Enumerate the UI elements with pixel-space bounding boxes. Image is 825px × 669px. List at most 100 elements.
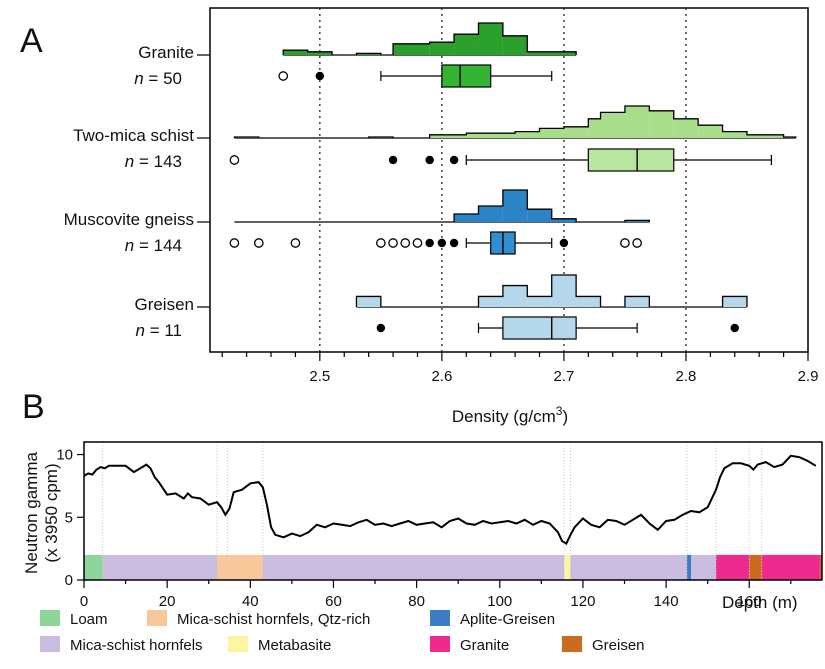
legend-swatch (430, 610, 450, 626)
neutron-gamma-panel: 0 20 40 60 80 100 120 140 160 0 5 10 (56, 441, 823, 610)
panel-a-x-axis: 2.5 2.6 2.7 2.8 2.9 (221, 352, 819, 385)
outlier-far-point (290, 238, 301, 248)
panel-b-label: B (22, 388, 45, 426)
histogram-bar (502, 35, 528, 55)
histogram-bar (393, 43, 430, 55)
histogram-bar (600, 112, 625, 138)
outlier-far-point (376, 238, 386, 248)
outlier-far-point (388, 238, 398, 248)
y-tick-label: 5 (65, 509, 73, 526)
y-tick-label: 0 (65, 572, 73, 589)
outlier-far-point (253, 238, 264, 248)
lithology-bar (84, 554, 822, 580)
lithology-segment (691, 554, 716, 580)
histogram-bar (563, 126, 589, 138)
x-tick-label: 2.6 (431, 368, 452, 385)
lithology-segment (102, 554, 218, 580)
group-n-label: n = 144 (125, 236, 182, 255)
x-tick-label: 40 (242, 593, 259, 610)
n-symbol: n (134, 69, 143, 88)
group-name-label: Greisen (134, 295, 194, 314)
histogram-bar (356, 53, 381, 55)
x-tick-label: 2.7 (553, 368, 574, 385)
x-tick-label: 2.9 (798, 368, 819, 385)
histogram-bar (454, 34, 479, 55)
outlier-far-point (229, 155, 240, 165)
lithology-segment (570, 554, 687, 580)
outlier-near-point (425, 238, 434, 248)
outlier-near-point (437, 238, 447, 248)
n-value: = 143 (134, 152, 182, 171)
histogram-bar (527, 51, 577, 55)
histogram-outline (233, 105, 797, 138)
group-n-label: n = 11 (136, 321, 183, 340)
group-n-label: n = 143 (125, 152, 182, 171)
lithology-segment (715, 554, 750, 580)
histogram-bar (551, 275, 577, 307)
neutron-gamma-series-line (83, 454, 817, 546)
histogram-bar (429, 134, 467, 138)
x-tick-label: 80 (408, 593, 425, 610)
histogram-bar (746, 134, 784, 138)
x-tick-label: 2.5 (309, 368, 330, 385)
histogram-bar (515, 131, 540, 138)
histogram-bar (466, 133, 516, 138)
legend-item: Aplite-Greisen (430, 610, 555, 628)
histogram-bar (722, 296, 747, 307)
outlier-near-point (388, 155, 398, 165)
histogram-bar (502, 285, 528, 307)
x-tick-label: 160 (737, 593, 762, 610)
legend-item: Mica-schist hornfels (40, 636, 203, 654)
histogram-bar (551, 218, 577, 222)
lithology-legend: Loam Mica-schist hornfels, Qtz-rich Aplite… (40, 610, 645, 654)
legend-swatch (430, 636, 450, 652)
legend-label: Greisen (592, 637, 645, 654)
x-tick-label: 100 (487, 593, 512, 610)
outlier-near-point (449, 155, 459, 165)
legend-item: Mica-schist hornfels, Qtz-rich (147, 610, 370, 628)
histogram-outline (355, 274, 748, 307)
histogram-bar (502, 190, 528, 222)
group-granite: Granite n = 50 (134, 22, 577, 88)
histogram-bar (527, 209, 552, 222)
lithology-segment (217, 554, 263, 580)
x-tick-label: 2.8 (676, 368, 697, 385)
panel-b-y-axis-title-line2: (x 3950 cpm) (42, 463, 61, 562)
outlier-near-point (425, 155, 434, 165)
histogram-bar (478, 23, 503, 55)
legend-swatch (40, 636, 60, 652)
histogram-bar (429, 42, 455, 55)
group-name-label: Muscovite gneiss (64, 210, 194, 229)
histogram-bar (673, 118, 699, 138)
group-name-label: Granite (138, 43, 194, 62)
legend-item: Greisen (562, 636, 645, 654)
histogram-bar (478, 296, 503, 307)
n-symbol: n (125, 236, 134, 255)
lithology-segment (761, 554, 820, 580)
density-panel: Granite n = 50 Two-mica schist n = 143 Musco… (64, 7, 819, 385)
lithology-segment (819, 554, 822, 580)
panel-b-axes: 0 20 40 60 80 100 120 140 160 0 5 10 (56, 447, 792, 610)
histogram-bar (307, 51, 333, 55)
x-tick-label: 0 (80, 593, 88, 610)
panel-a-groups: Granite n = 50 Two-mica schist n = 143 Musco… (64, 22, 797, 340)
n-symbol: n (125, 152, 134, 171)
outlier-near-point (449, 238, 459, 248)
box-iqr (502, 316, 577, 340)
panel-a-label: A (20, 22, 43, 60)
legend-item: Granite (430, 636, 509, 654)
lithology-segment (84, 554, 103, 580)
legend-label: Loam (70, 611, 108, 628)
legend-label: Mica-schist hornfels (70, 637, 203, 654)
histogram-bar (356, 296, 381, 307)
histogram-bar (722, 131, 747, 138)
n-value: = 50 (144, 69, 182, 88)
legend-label: Mica-schist hornfels, Qtz-rich (177, 611, 370, 628)
outlier-far-point (229, 238, 240, 248)
legend-item: Metabasite (228, 636, 331, 654)
histogram-outline (453, 189, 650, 222)
legend-label: Metabasite (258, 637, 331, 654)
outlier-far-point (632, 238, 642, 248)
lithology-segment (749, 554, 762, 580)
x-tick-label: 60 (325, 593, 342, 610)
